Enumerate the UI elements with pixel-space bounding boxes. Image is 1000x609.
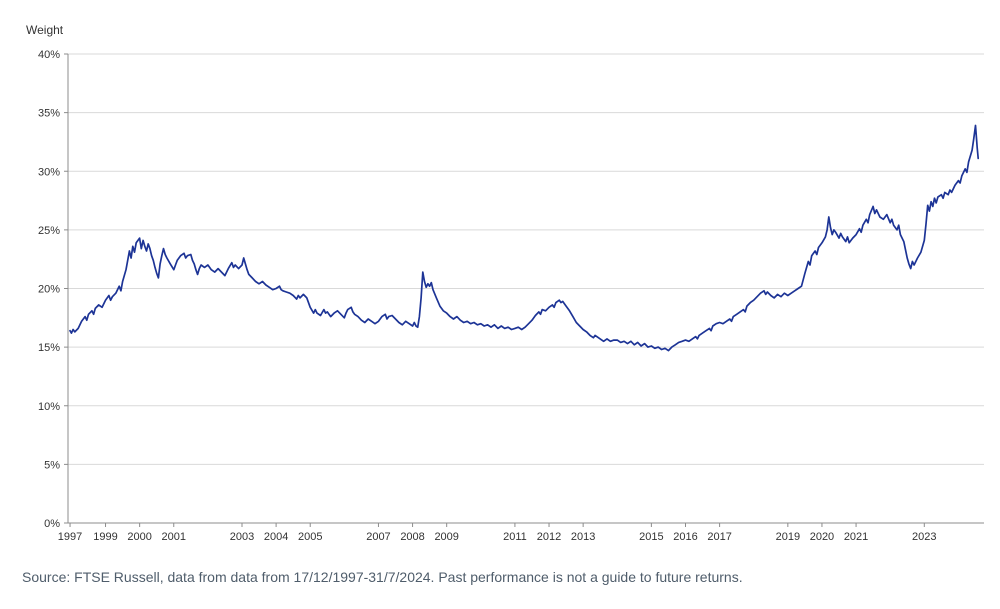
- series-line: [69, 124, 980, 352]
- y-tick-label: 10%: [38, 401, 60, 413]
- y-tick-label: 5%: [44, 459, 60, 471]
- x-tick-label: 2007: [366, 531, 390, 543]
- x-tick-label: 2005: [298, 531, 322, 543]
- x-tick-label: 2016: [673, 531, 697, 543]
- x-tick-label: 2004: [264, 531, 288, 543]
- y-axis-title: Weight: [26, 23, 64, 37]
- x-tick-label: 2001: [162, 531, 186, 543]
- x-tick-label: 2012: [537, 531, 561, 543]
- x-tick-label: 2008: [400, 531, 424, 543]
- x-tick-label: 2023: [912, 531, 936, 543]
- x-tick-label: 2019: [776, 531, 800, 543]
- x-tick-label: 2017: [707, 531, 731, 543]
- x-tick-label: 1999: [93, 531, 117, 543]
- y-tick-label: 20%: [38, 284, 60, 296]
- y-tick-label: 30%: [38, 166, 60, 178]
- weight-line-chart: 0% 5% 10% 15% 20% 25% 30% 35% 40% 1997 1999 2000 200…: [38, 49, 984, 543]
- x-tick-label: 2003: [230, 531, 254, 543]
- source-note: Source: FTSE Russell, data from data fro…: [22, 569, 743, 585]
- x-tick-label: 2021: [844, 531, 868, 543]
- y-tick-label: 25%: [38, 225, 60, 237]
- y-tick-label: 35%: [38, 108, 60, 120]
- x-tick-label: 2015: [639, 531, 663, 543]
- x-tick-label: 2009: [434, 531, 458, 543]
- x-tick-label: 2013: [571, 531, 595, 543]
- x-tick-label: 2020: [810, 531, 834, 543]
- x-tick-label: 2000: [127, 531, 151, 543]
- x-tick-label: 2011: [503, 531, 527, 543]
- y-tick-label: 15%: [38, 342, 60, 354]
- y-tick-label: 40%: [38, 49, 60, 61]
- y-tick-label: 0%: [44, 518, 60, 530]
- x-tick-label: 1997: [58, 531, 82, 543]
